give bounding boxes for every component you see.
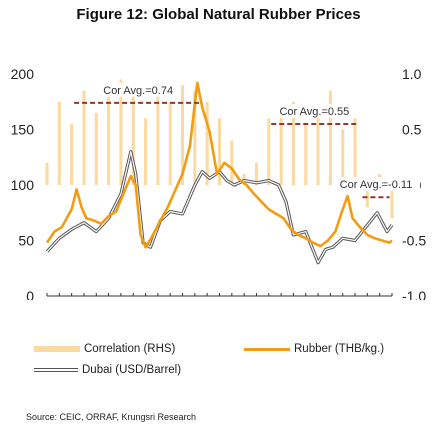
- legend-dubai-label: Dubai (USD/Barrel): [82, 364, 182, 376]
- legend-rubber: Rubber (THB/kg.): [244, 343, 384, 355]
- correlation-bar: [254, 162, 258, 185]
- correlation-bar: [168, 101, 172, 185]
- correlation-bar: [267, 118, 271, 185]
- correlation-bar: [144, 118, 148, 185]
- correlation-bar: [193, 90, 197, 185]
- correlation-bar: [230, 140, 234, 185]
- rubber-line: [45, 81, 393, 249]
- cor-avg-label-bg: [273, 103, 356, 118]
- annotations: Cor Avg.=0.74 Cor Avg.=0.55 Cor Avg.=-0.11: [74, 82, 420, 199]
- cor-avg-label: Cor Avg.=0.55: [279, 106, 349, 118]
- cor-avg-label-bg: [97, 82, 180, 97]
- y-left-tick-label: 200: [11, 66, 35, 82]
- correlation-bar: [94, 112, 98, 185]
- cor-avg-label: Cor Avg.=-0.11: [340, 179, 413, 191]
- correlation-bars: [45, 79, 394, 219]
- y-left-tick-label: 150: [11, 122, 35, 138]
- series-lines: [45, 81, 394, 265]
- correlation-bar: [57, 101, 61, 185]
- correlation-bar: [45, 162, 49, 185]
- correlation-bar: [218, 118, 221, 185]
- legend-correlation: Correlation (RHS): [34, 343, 175, 355]
- y-left-tick-label: 50: [18, 233, 34, 249]
- correlation-bar: [353, 118, 357, 185]
- y-right-tick-label: -1.0: [402, 288, 426, 300]
- correlation-bar: [341, 129, 345, 185]
- chart-canvas: 2005200720092011201320152017201905010015…: [11, 66, 427, 300]
- correlation-bar: [304, 123, 308, 185]
- y-left-tick-label: 100: [11, 177, 35, 193]
- legend-rubber-label: Rubber (THB/kg.): [294, 343, 385, 355]
- legend-correlation-label: Correlation (RHS): [84, 343, 176, 355]
- correlation-bar: [131, 85, 135, 185]
- correlation-bar: [205, 101, 209, 185]
- legend-dubai: Dubai (USD/Barrel): [34, 364, 181, 376]
- correlation-bar: [316, 107, 320, 185]
- y-left-tick-label: 0: [26, 288, 34, 300]
- y-right-tick-label: -0.5: [402, 233, 426, 249]
- correlation-bar: [291, 101, 295, 185]
- dubai-line-inner: [46, 151, 393, 264]
- chart-title: Figure 12: Global Natural Rubber Prices: [76, 6, 361, 23]
- legend-dubai-swatch: [34, 368, 78, 372]
- legend-rubber-swatch: [244, 347, 290, 351]
- correlation-bar: [70, 123, 74, 185]
- correlation-bar: [156, 90, 160, 185]
- correlation-bar: [82, 90, 86, 185]
- source-note: Source: CEIC, ORRAF, Krungsri Research: [26, 412, 197, 422]
- legend-correlation-swatch: [34, 346, 80, 352]
- cor-avg-label: Cor Avg.=0.74: [103, 85, 173, 97]
- correlation-bar: [107, 96, 111, 185]
- y-right-tick-label: 0.5: [402, 122, 422, 138]
- correlation-bar: [119, 79, 123, 185]
- correlation-bar: [181, 85, 185, 185]
- cor-avg-label-bg: [331, 177, 420, 192]
- correlation-bar: [390, 185, 394, 219]
- correlation-bar: [279, 112, 283, 185]
- correlation-bar: [365, 185, 369, 208]
- y-right-tick-label: 1.0: [402, 66, 422, 82]
- correlation-bar: [328, 90, 332, 185]
